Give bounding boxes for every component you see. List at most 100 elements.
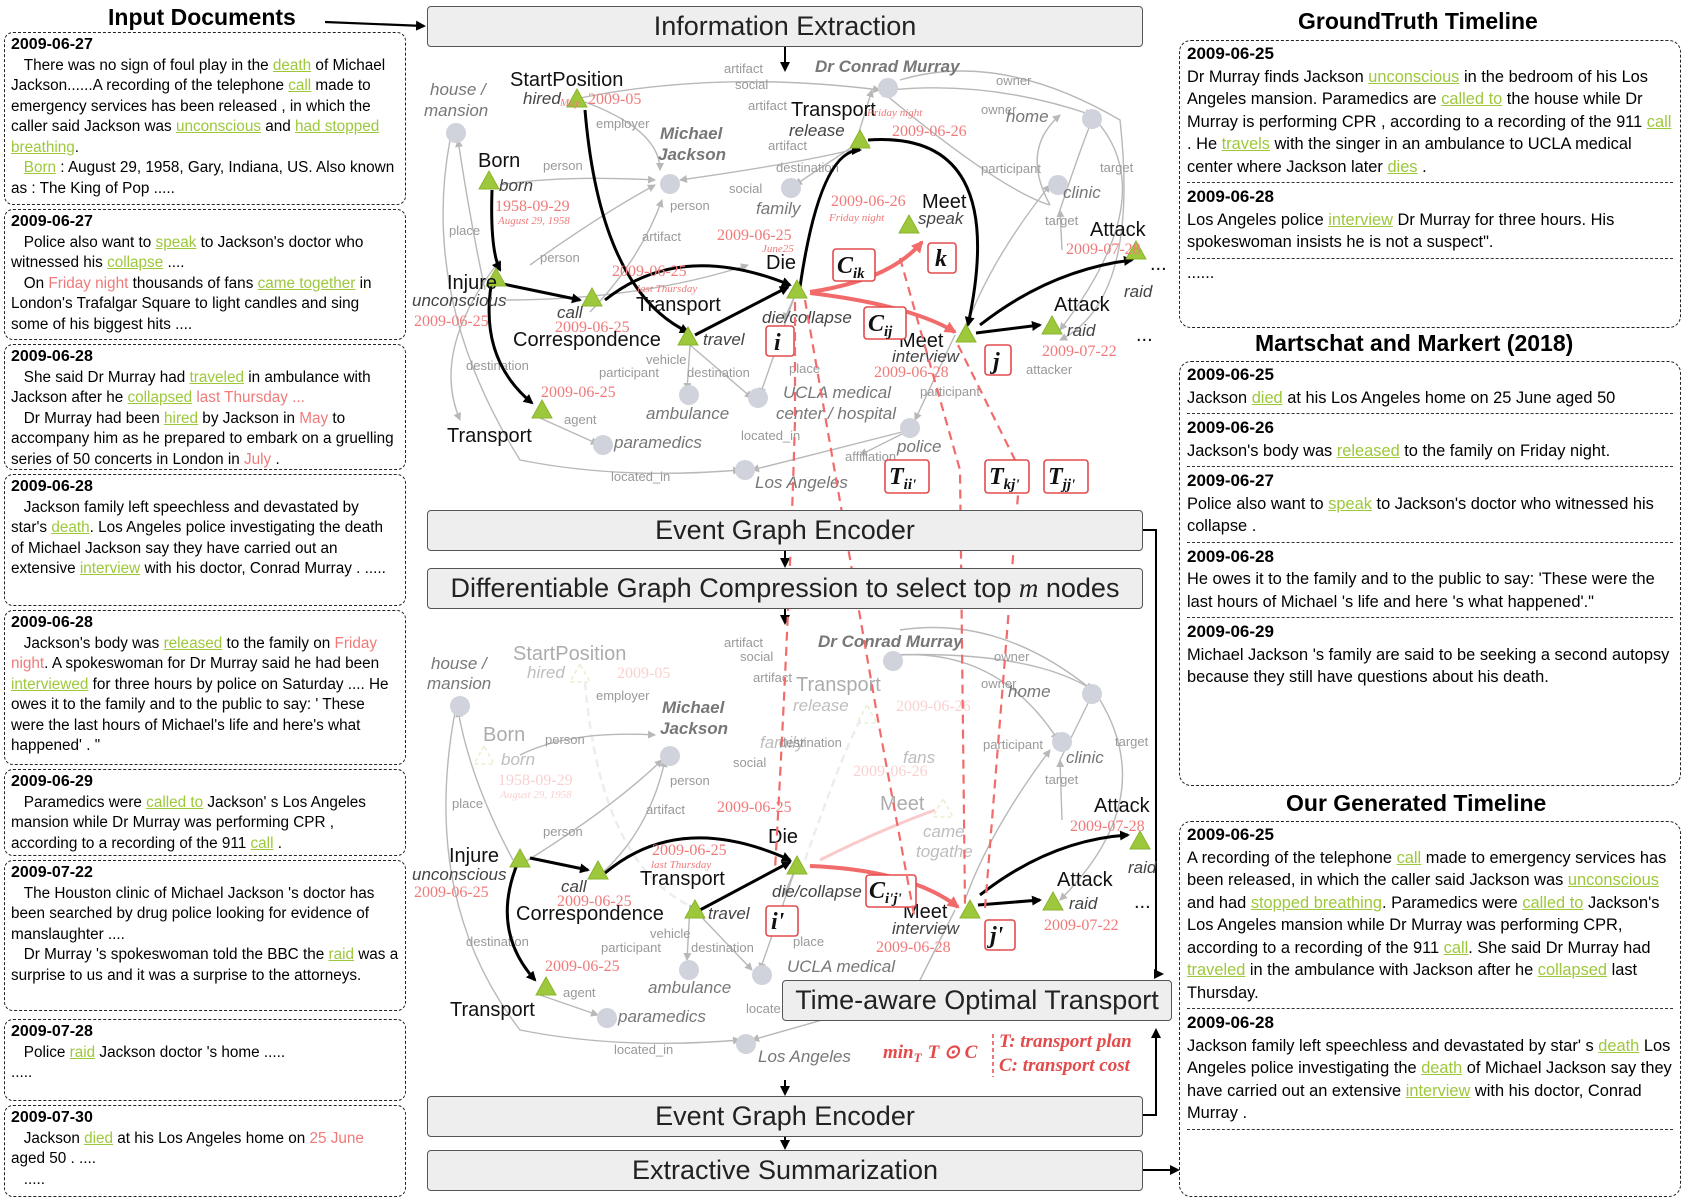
encoder2-to-ot-arrow bbox=[1143, 1028, 1161, 1116]
event-node-raid-1 bbox=[1042, 890, 1064, 911]
svg-text:May: May bbox=[559, 97, 580, 109]
svg-text:participant: participant bbox=[920, 384, 980, 399]
docs-to-extraction-arrow bbox=[324, 20, 426, 31]
event-node-called-to bbox=[531, 398, 553, 419]
svg-text:2009-06-28: 2009-06-28 bbox=[874, 364, 949, 381]
svg-text:hired: hired bbox=[523, 89, 561, 108]
event-node-unconscious bbox=[509, 847, 531, 868]
svg-text:owner: owner bbox=[994, 649, 1030, 664]
svg-text:agent: agent bbox=[563, 985, 596, 1000]
svg-text:house /: house / bbox=[430, 80, 488, 99]
cost-tag-cij: Cij bbox=[863, 306, 907, 340]
svg-text:owner: owner bbox=[981, 676, 1017, 691]
event-node-born bbox=[478, 169, 500, 190]
svg-text:Cij: Cij bbox=[868, 311, 893, 340]
separator bbox=[1187, 413, 1673, 414]
svg-text:artifact: artifact bbox=[768, 138, 807, 153]
doc-text: Police raid Jackson doctor 's home .....… bbox=[11, 1043, 286, 1082]
timeline-date: 2009-06-25 bbox=[1187, 825, 1274, 844]
martschat-title: Martschat and Markert (2018) bbox=[1255, 330, 1574, 356]
svg-text:Attack: Attack bbox=[1090, 219, 1147, 241]
svg-text:target: target bbox=[1115, 734, 1149, 749]
timeline-date: 2009-06-26 bbox=[1187, 418, 1274, 437]
optimal-transport-stage: Time-aware Optimal Transport bbox=[782, 980, 1172, 1021]
event-labels: StartPosition hired May 2009-05 Born bor… bbox=[412, 69, 1167, 447]
svg-text:place: place bbox=[449, 223, 480, 238]
ot-formula: minT T ⊙ C T: transport plan C: transport… bbox=[883, 1031, 1132, 1077]
svg-text:StartPosition: StartPosition bbox=[513, 643, 626, 665]
svg-text:Michael: Michael bbox=[662, 698, 726, 717]
event-node-travel bbox=[684, 898, 706, 919]
event-graph-encoder-stage: Event Graph Encoder bbox=[427, 510, 1143, 551]
groundtruth-title: GroundTruth Timeline bbox=[1298, 8, 1538, 34]
svg-text:Transport: Transport bbox=[447, 425, 532, 447]
svg-text:artifact: artifact bbox=[748, 98, 787, 113]
svg-text:born: born bbox=[499, 176, 533, 195]
svg-text:vehicle: vehicle bbox=[646, 352, 686, 367]
svg-text:destination: destination bbox=[466, 934, 529, 949]
svg-text:home: home bbox=[1006, 107, 1049, 126]
event-node-die bbox=[786, 854, 808, 875]
svg-text:Injure: Injure bbox=[447, 272, 497, 294]
cost-tag-cik: Cik bbox=[832, 248, 876, 282]
svg-text:2009-05: 2009-05 bbox=[588, 91, 641, 108]
svg-text:1958-09-29: 1958-09-29 bbox=[495, 198, 570, 215]
input-documents-title: Input Documents bbox=[108, 4, 296, 30]
svg-text:Meet: Meet bbox=[922, 191, 967, 213]
svg-text:j: j bbox=[989, 349, 1000, 375]
doc-date: 2009-06-28 bbox=[11, 614, 93, 631]
svg-text:Dr Conrad Murray: Dr Conrad Murray bbox=[815, 57, 961, 76]
svg-text:C: transport cost: C: transport cost bbox=[999, 1055, 1131, 1076]
svg-text:artifact: artifact bbox=[753, 670, 792, 685]
input-document: 2009-07-22 The Houston clinic of Michael… bbox=[4, 860, 406, 1011]
top-event-graph: artifact social artifact employer artifa… bbox=[412, 57, 1167, 492]
svg-text:...: ... bbox=[1136, 324, 1153, 346]
svg-text:born: born bbox=[501, 750, 535, 769]
svg-text:2009-07-28: 2009-07-28 bbox=[1070, 818, 1145, 835]
svg-text:unconscious: unconscious bbox=[412, 865, 507, 884]
svg-text:owner: owner bbox=[996, 73, 1032, 88]
svg-text:speak: speak bbox=[918, 209, 965, 228]
svg-text:2009-06-25: 2009-06-25 bbox=[717, 227, 792, 244]
svg-text:mansion: mansion bbox=[424, 101, 488, 120]
role-labels: artifact social artifact employer artifa… bbox=[449, 61, 1134, 484]
svg-text:travel: travel bbox=[708, 904, 751, 923]
svg-text:k: k bbox=[935, 246, 947, 272]
svg-text:social: social bbox=[735, 77, 768, 92]
svg-text:social: social bbox=[733, 755, 766, 770]
separator bbox=[1187, 1008, 1673, 1009]
svg-text:raid: raid bbox=[1069, 894, 1098, 913]
svg-text:Transport: Transport bbox=[796, 674, 881, 696]
event-node-call bbox=[587, 859, 609, 880]
svg-text:release: release bbox=[793, 696, 849, 715]
doc-text: There was no sign of foul play in the de… bbox=[11, 56, 395, 197]
svg-text:June25: June25 bbox=[762, 243, 794, 255]
timeline-date: 2009-06-25 bbox=[1187, 44, 1274, 63]
input-document: 2009-07-30 Jackson died at his Los Angel… bbox=[4, 1105, 406, 1197]
svg-text:2009-06-25: 2009-06-25 bbox=[414, 313, 489, 330]
svg-text:Los Angeles: Los Angeles bbox=[758, 1047, 851, 1066]
svg-text:1958-09-29: 1958-09-29 bbox=[498, 772, 573, 789]
svg-text:locate: locate bbox=[746, 1001, 781, 1016]
entity-labels: Dr Conrad Murray house / mansion Michael… bbox=[427, 632, 1104, 1066]
input-document: 2009-06-28 Jackson family left speechles… bbox=[4, 474, 406, 606]
svg-text:came: came bbox=[923, 822, 965, 841]
svg-text:Die: Die bbox=[766, 252, 796, 274]
svg-text:August 29, 1958: August 29, 1958 bbox=[497, 215, 570, 227]
svg-text:artifact: artifact bbox=[724, 61, 763, 76]
svg-text:last Thursday: last Thursday bbox=[651, 859, 711, 871]
svg-text:clinic: clinic bbox=[1066, 748, 1104, 767]
svg-text:2009-06-25: 2009-06-25 bbox=[717, 799, 792, 816]
svg-text:hired: hired bbox=[527, 663, 565, 682]
event-node-hired bbox=[566, 87, 588, 108]
compression-m: m bbox=[1018, 573, 1039, 603]
svg-text:target: target bbox=[1045, 213, 1079, 228]
separator bbox=[1187, 1128, 1673, 1130]
event-node-travel bbox=[677, 325, 699, 346]
svg-text:2009-06-26: 2009-06-26 bbox=[896, 698, 971, 715]
svg-text:target: target bbox=[1100, 160, 1134, 175]
svg-text:participant: participant bbox=[981, 161, 1041, 176]
svg-text:clinic: clinic bbox=[1063, 183, 1101, 202]
svg-text:Meet: Meet bbox=[899, 330, 944, 352]
separator bbox=[1187, 257, 1673, 259]
